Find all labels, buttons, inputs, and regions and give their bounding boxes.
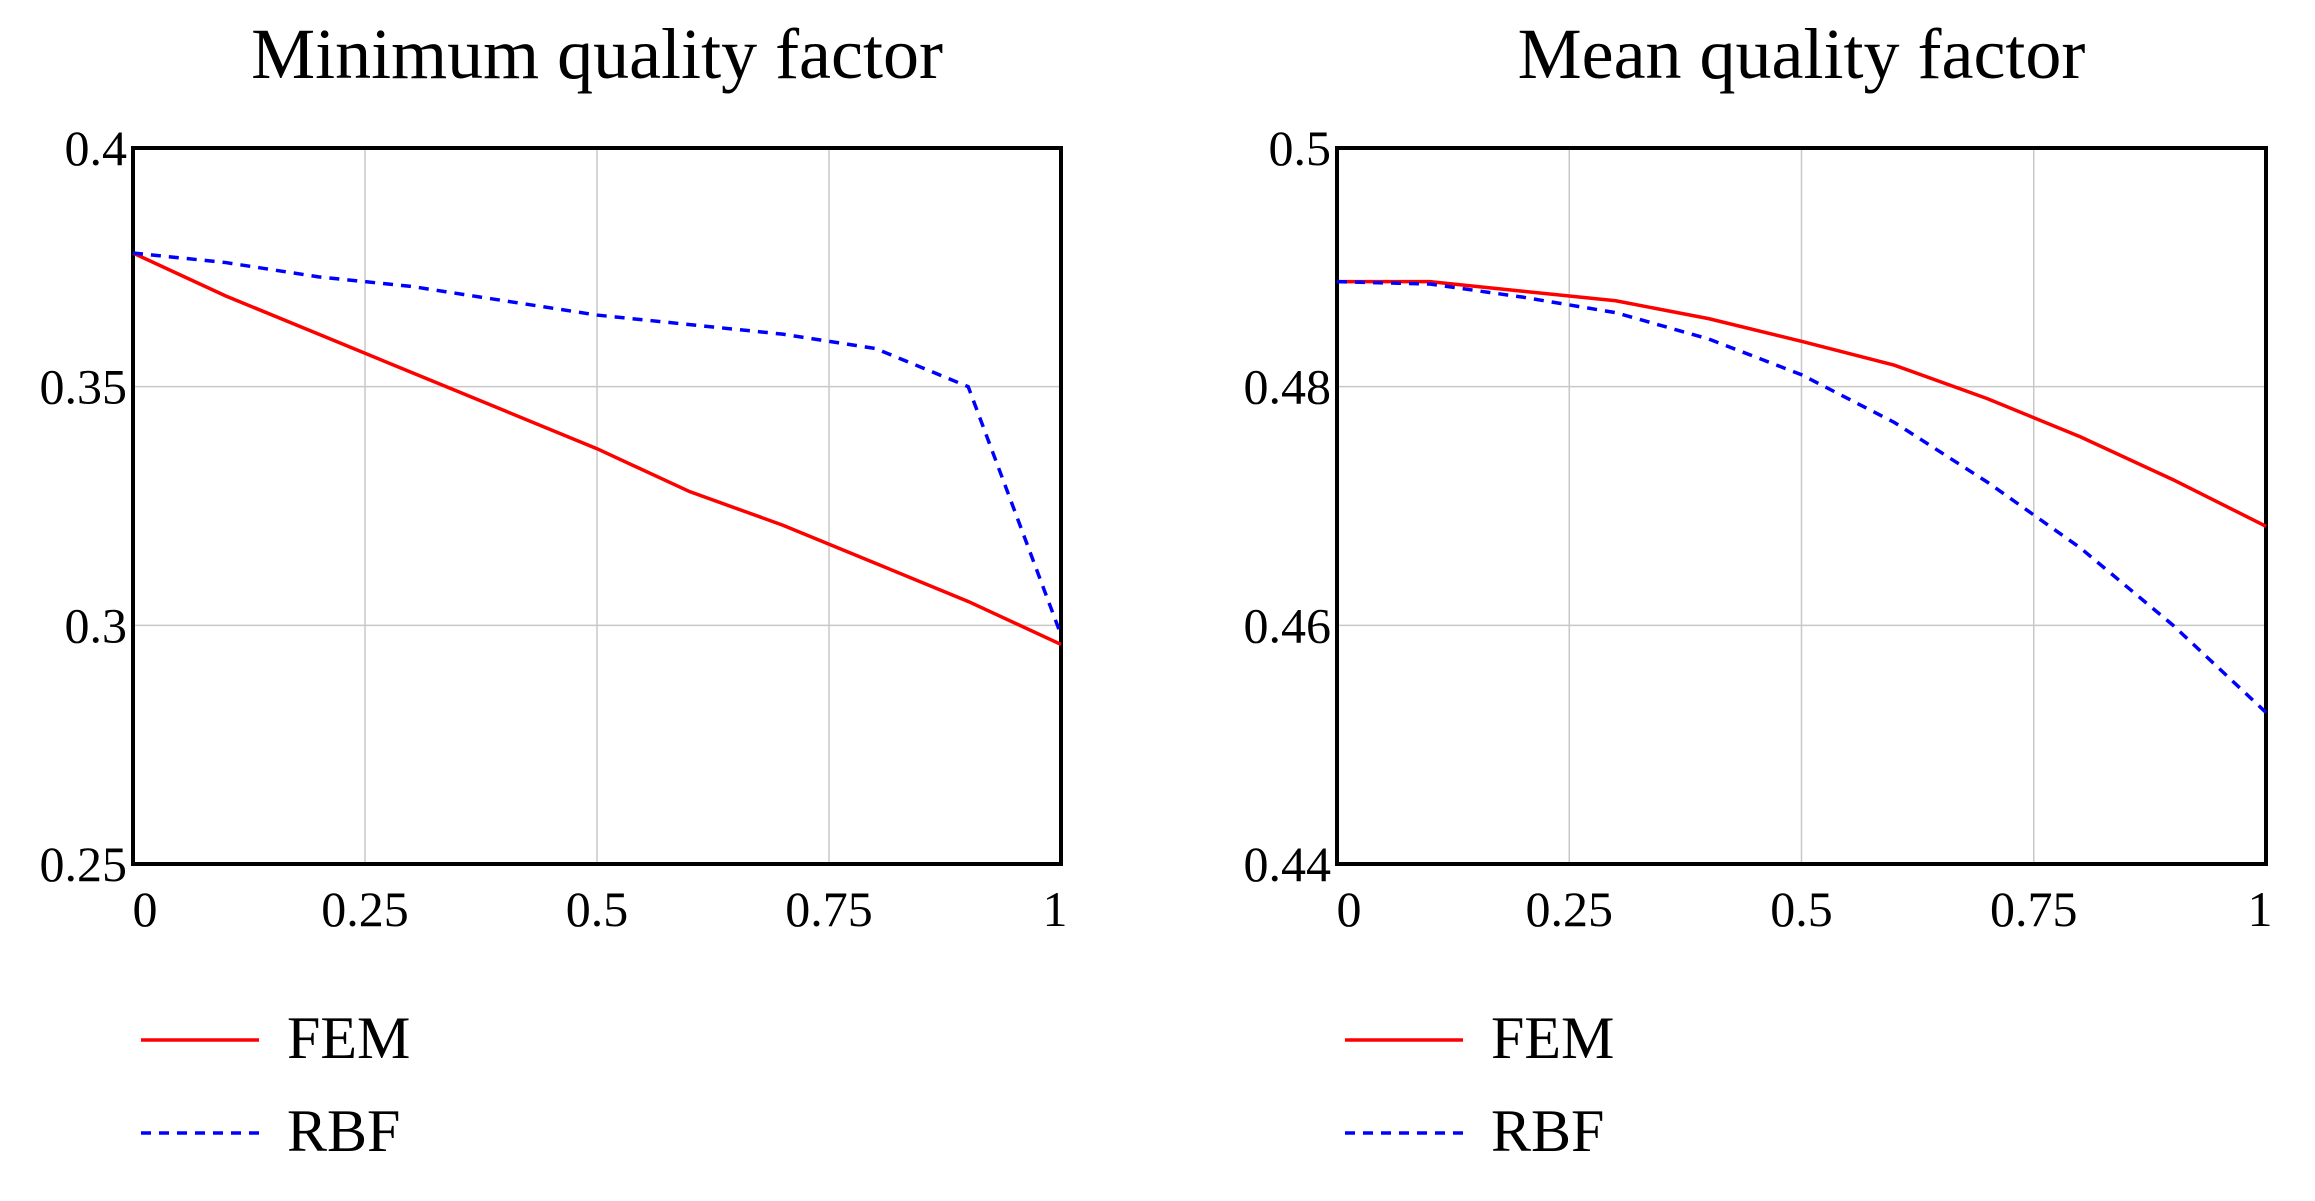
plot-frame — [1335, 146, 2268, 866]
x-tick-label: 0.75 — [1990, 881, 2078, 937]
data-line — [1337, 279, 2267, 528]
x-tick-label: 0 — [1337, 881, 1362, 937]
y-tick-label: 0.4 — [65, 120, 128, 176]
x-tick-label: 0.25 — [1526, 881, 1614, 937]
y-tick-label: 0.44 — [1244, 836, 1332, 892]
y-tick-label: 0.35 — [40, 359, 128, 415]
legend-label: RBF — [1491, 1098, 1604, 1164]
legend-label: FEM — [1491, 1005, 1614, 1071]
x-tick-label: 1 — [2248, 881, 2273, 937]
data-line — [1336, 279, 2268, 714]
y-tick-label: 0.25 — [40, 836, 128, 892]
y-tick-label: 0.48 — [1244, 359, 1332, 415]
chart-title: Mean quality factor — [1518, 14, 2086, 94]
x-tick-label: 1 — [1043, 881, 1068, 937]
x-tick-label: 0.5 — [1770, 881, 1833, 937]
x-tick-label: 0 — [133, 881, 158, 937]
data-line — [132, 251, 1062, 647]
plot-frame — [131, 146, 1063, 866]
x-tick-label: 0.5 — [566, 881, 629, 937]
y-tick-label: 0.46 — [1244, 597, 1332, 653]
y-tick-label: 0.3 — [65, 597, 128, 653]
y-tick-label: 0.5 — [1269, 120, 1332, 176]
x-tick-label: 0.25 — [321, 881, 409, 937]
legend-label: FEM — [287, 1005, 410, 1071]
data-line — [132, 251, 1063, 636]
chart-title: Minimum quality factor — [251, 14, 943, 94]
legend-label: RBF — [287, 1098, 400, 1164]
x-tick-label: 0.75 — [785, 881, 873, 937]
